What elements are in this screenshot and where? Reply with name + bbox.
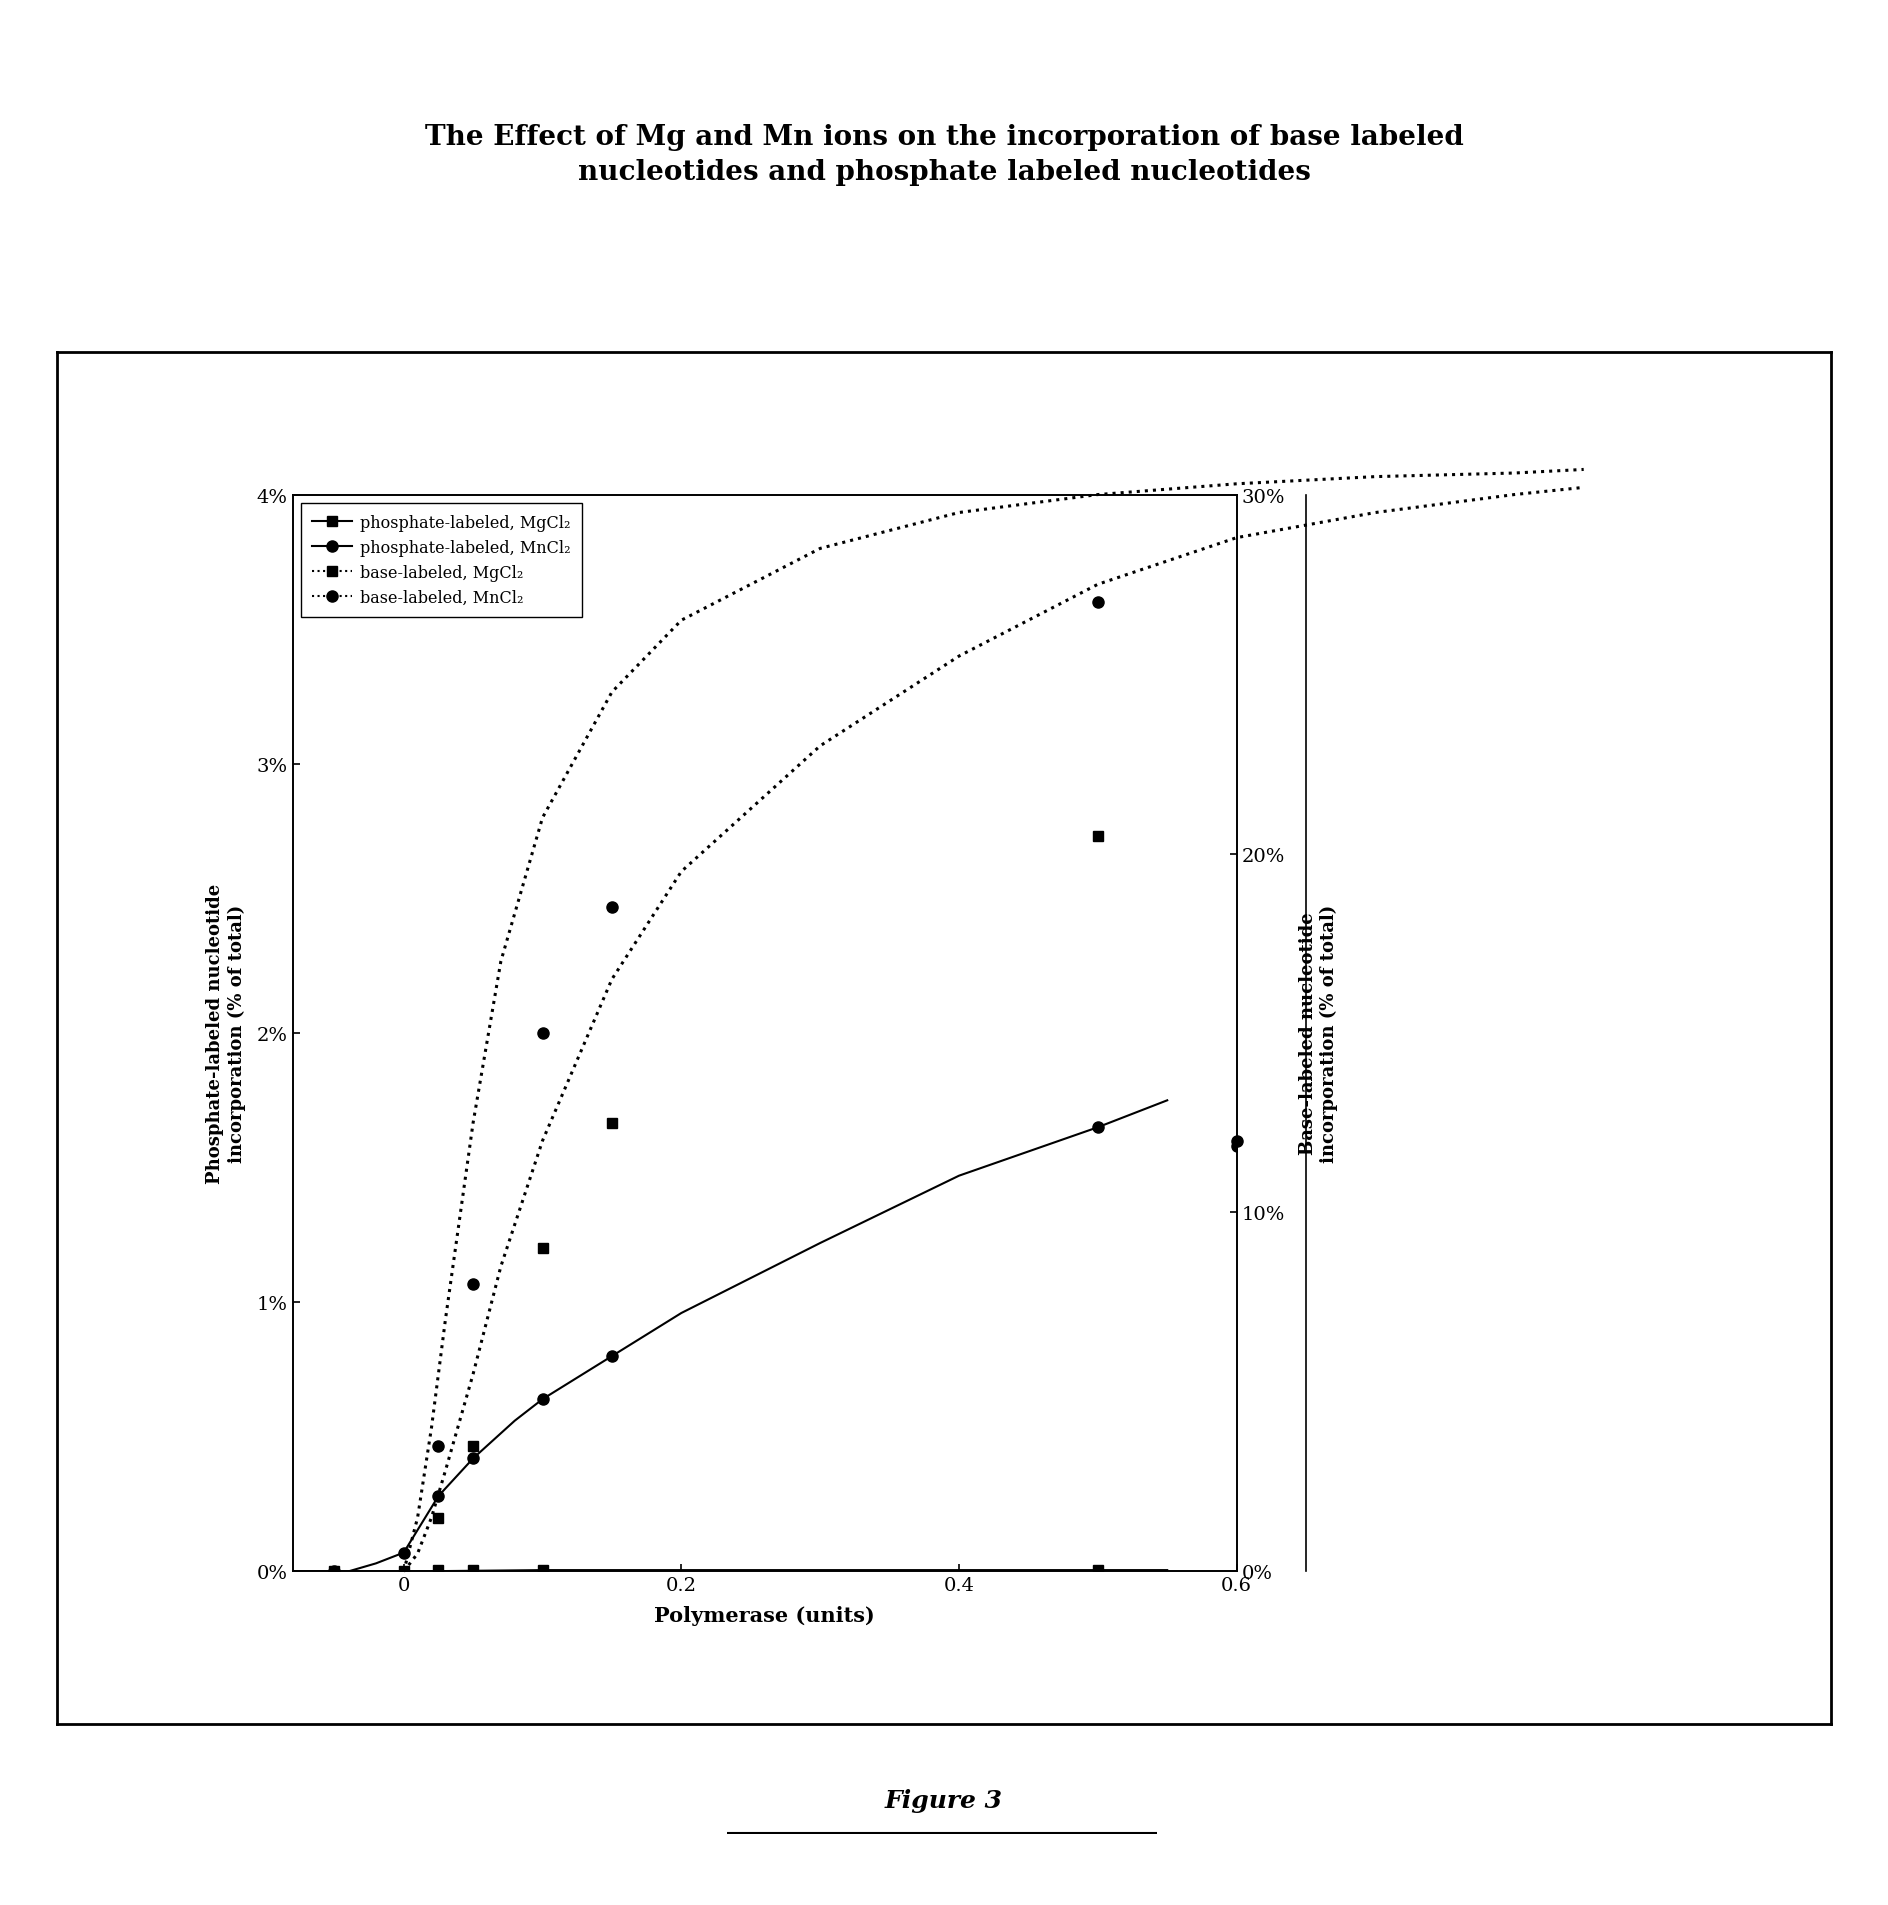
Text: Figure 3: Figure 3 — [885, 1789, 1003, 1812]
Legend: phosphate-labeled, MgCl₂, phosphate-labeled, MnCl₂, base-labeled, MgCl₂, base-la: phosphate-labeled, MgCl₂, phosphate-labe… — [300, 503, 582, 617]
X-axis label: Polymerase (units): Polymerase (units) — [655, 1606, 874, 1625]
Y-axis label: Phosphate-labeled nucleotide
incorporation (% of total): Phosphate-labeled nucleotide incorporati… — [206, 884, 245, 1183]
Text: The Effect of Mg and Mn ions on the incorporation of base labeled
nucleotides an: The Effect of Mg and Mn ions on the inco… — [425, 124, 1463, 187]
Y-axis label: Base-labeled nucleotide
incorporation (% of total): Base-labeled nucleotide incorporation (%… — [1299, 905, 1339, 1162]
